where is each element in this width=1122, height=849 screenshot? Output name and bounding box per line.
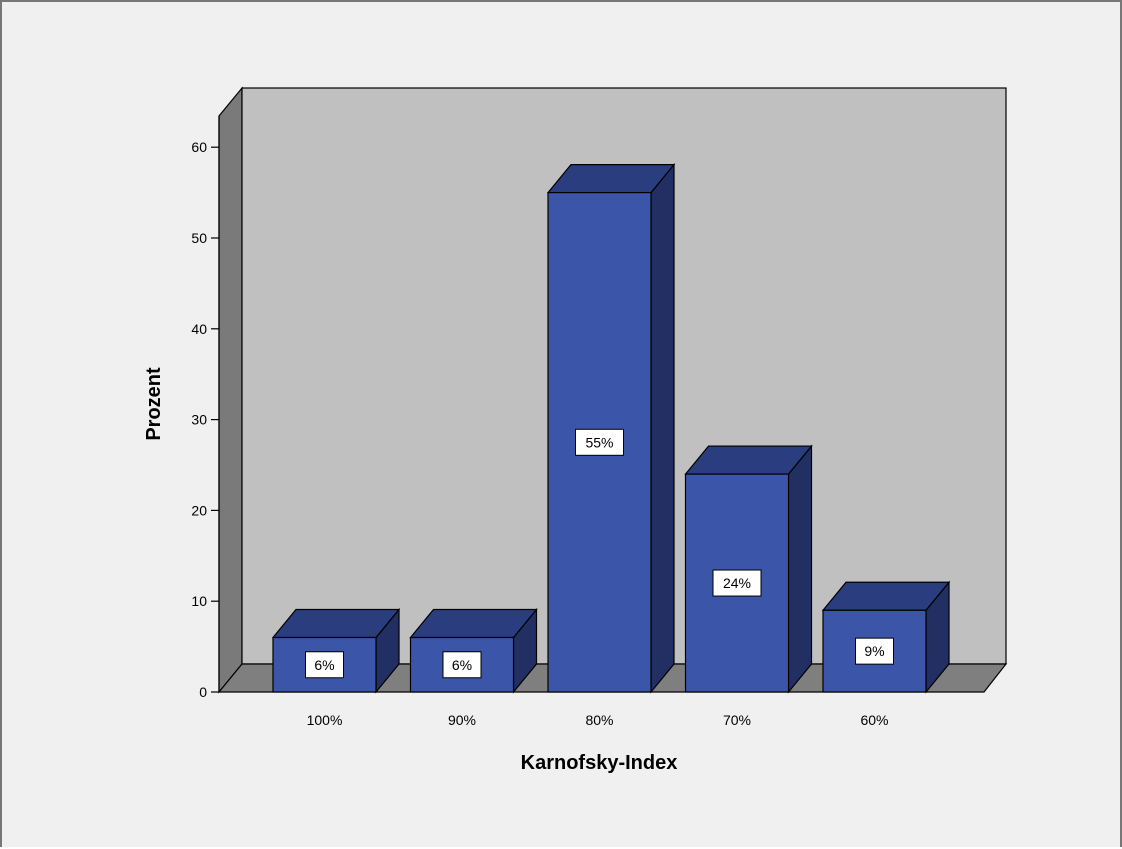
bar-top: [684, 445, 813, 475]
data-label-box: [712, 569, 762, 597]
bar-100%: 6%: [271, 607, 401, 694]
data-label: 55%: [585, 434, 613, 450]
bar-top: [271, 608, 401, 639]
y-tick-label: 10: [191, 593, 207, 609]
y-tick-label: 20: [191, 502, 207, 518]
bar-60%: 9%: [821, 580, 951, 694]
data-label-box: [855, 637, 894, 665]
data-label: 6%: [452, 657, 472, 673]
bar-top: [821, 581, 951, 611]
bar-70%: 24%: [684, 444, 813, 694]
bar-side: [650, 162, 675, 694]
x-tick-labels: 100% 90% 80% 70% 60%: [307, 712, 889, 728]
x-tick-label: 70%: [723, 712, 751, 728]
bar-80%: 55%: [546, 162, 676, 694]
bar-top: [409, 608, 538, 639]
data-label-box: [575, 428, 624, 456]
x-tick-label: 100%: [307, 712, 343, 728]
y-tick-label: 40: [191, 321, 207, 337]
y-tick-label: 50: [191, 230, 207, 246]
data-label-box: [442, 651, 482, 679]
data-label: 6%: [314, 657, 334, 673]
x-tick-label: 60%: [860, 712, 888, 728]
y-axis: 0 10 20 30 40 50 60: [191, 116, 220, 700]
data-label: 9%: [864, 643, 884, 659]
y-axis-title: Prozent: [143, 367, 165, 441]
bar-top: [546, 164, 676, 194]
y-tick-label: 30: [191, 412, 207, 428]
x-axis-title: Karnofsky-Index: [521, 752, 678, 774]
data-label: 24%: [723, 575, 751, 591]
data-label-box: [305, 651, 344, 679]
y-tick-label: 60: [191, 139, 207, 155]
x-tick-label: 90%: [448, 712, 476, 728]
bars: 6% 6% 55% 24% 9%: [271, 162, 951, 694]
y-tick-label: 0: [199, 684, 207, 700]
bar-90%: 6%: [409, 607, 538, 694]
x-tick-label: 80%: [585, 712, 613, 728]
side-wall: [218, 86, 243, 694]
bar-side: [787, 444, 813, 694]
